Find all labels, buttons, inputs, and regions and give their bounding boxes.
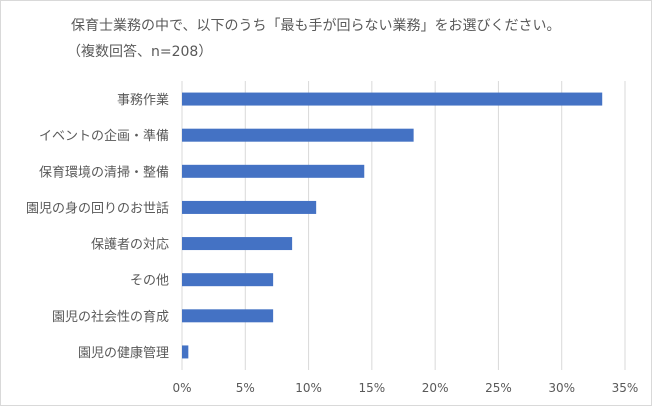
chart-title: 保育士業務の中で、以下のうち「最も手が回らない業務」をお選びください。 xyxy=(71,18,561,34)
x-tick-label: 10% xyxy=(295,381,322,395)
category-labels: 事務作業イベントの企画・準備保育環境の清掃・整備園児の身の回りのお世話保護者の対… xyxy=(26,92,169,361)
bar xyxy=(182,345,189,359)
bars xyxy=(182,92,603,359)
x-tick-label: 15% xyxy=(359,381,386,395)
chart-subtitle: （複数回答、n=208） xyxy=(67,44,213,60)
bar xyxy=(182,273,274,287)
bar xyxy=(182,200,317,214)
gridlines xyxy=(181,81,626,370)
x-tick-label: 5% xyxy=(236,381,255,395)
category-label: 園児の社会性の育成 xyxy=(52,309,169,325)
category-label: 保育環境の清掃・整備 xyxy=(39,164,169,180)
x-tick-label: 0% xyxy=(172,381,191,395)
x-tick-label: 25% xyxy=(485,381,512,395)
bar xyxy=(182,309,274,323)
bar xyxy=(182,128,414,142)
category-label: イベントの企画・準備 xyxy=(39,128,169,144)
category-label: 事務作業 xyxy=(117,92,169,108)
category-label: その他 xyxy=(130,274,169,289)
bar xyxy=(182,237,293,251)
x-tick-label: 20% xyxy=(422,381,449,395)
x-tick-label: 30% xyxy=(548,381,575,395)
x-tick-labels: 0% 5% 10% 15% 20% 25% 30% 35% xyxy=(172,381,638,395)
category-label: 保護者の対応 xyxy=(91,237,169,253)
x-tick-label: 35% xyxy=(612,381,639,395)
category-label: 園児の健康管理 xyxy=(78,345,169,361)
category-label: 園児の身の回りのお世話 xyxy=(26,200,169,216)
bar xyxy=(182,92,603,106)
bar xyxy=(182,164,365,178)
